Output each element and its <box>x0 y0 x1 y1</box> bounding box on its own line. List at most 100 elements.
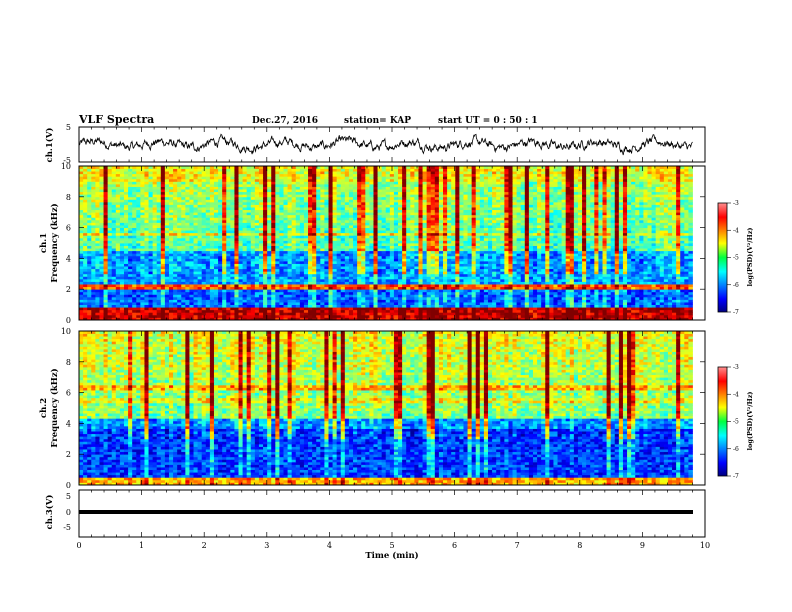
spectrogram-cell <box>594 282 598 285</box>
spectrogram-cell <box>652 287 656 290</box>
spectrogram-cell <box>341 271 345 274</box>
spectrogram-cell <box>173 297 177 300</box>
spectrogram-cell <box>292 269 296 272</box>
spectrogram-cell <box>161 289 165 292</box>
spectrogram-cell <box>492 274 496 277</box>
spectrogram-cell <box>431 276 435 279</box>
spectrogram-cell <box>263 269 267 272</box>
spectrogram-cell <box>688 315 692 318</box>
spectrogram-cell <box>198 310 202 313</box>
spectrogram-cell <box>247 305 251 308</box>
spectrogram-cell <box>373 253 377 256</box>
spectrogram-cell <box>373 235 377 238</box>
spectrogram-cell <box>120 269 124 272</box>
spectrogram-cell <box>414 248 418 251</box>
spectrogram-cell <box>132 276 136 279</box>
spectrogram-cell <box>373 294 377 297</box>
spectrogram-cell <box>562 264 566 267</box>
spectrogram-cell <box>508 261 512 264</box>
spectrogram-cell <box>357 256 361 259</box>
spectrogram-cell <box>189 246 193 249</box>
spectrogram-cell <box>508 240 512 243</box>
spectrogram-cell <box>173 243 177 246</box>
spectrogram-cell <box>603 299 607 302</box>
spectrogram-cell <box>95 284 99 287</box>
spectrogram-cell <box>680 279 684 282</box>
spectrogram-cell <box>529 251 533 254</box>
spectrogram-cell <box>230 297 234 300</box>
spectrogram-cell <box>590 243 594 246</box>
spectrogram-cell <box>619 312 623 315</box>
spectrogram-cell <box>153 251 157 254</box>
spectrogram-cell <box>104 315 108 318</box>
spectrogram-cell <box>480 302 484 305</box>
spectrogram-cell <box>304 240 308 243</box>
spectrogram-cell <box>435 307 439 310</box>
spectrogram-cell <box>108 238 112 241</box>
spectrogram-cell <box>206 299 210 302</box>
spectrogram-cell <box>328 256 332 259</box>
spectrogram-cell <box>177 294 181 297</box>
spectrogram-cell <box>296 279 300 282</box>
spectrogram-cell <box>157 246 161 249</box>
spectrogram-cell <box>140 269 144 272</box>
spectrogram-cell <box>627 305 631 308</box>
spectrogram-cell <box>451 266 455 269</box>
spectrogram-cell <box>361 235 365 238</box>
spectrogram-cell <box>500 248 504 251</box>
spectrogram-cell <box>431 299 435 302</box>
spectrogram-cell <box>230 253 234 256</box>
spectrogram-cell <box>308 312 312 315</box>
spectrogram-cell <box>210 310 214 313</box>
spectrogram-cell <box>459 282 463 285</box>
spectrogram-cell <box>153 305 157 308</box>
spectrogram-cell <box>504 256 508 259</box>
spectrogram-cell <box>619 289 623 292</box>
spectrogram-cell <box>382 274 386 277</box>
spectrogram-cell <box>153 299 157 302</box>
spectrogram-cell <box>189 274 193 277</box>
spectrogram-cell <box>288 299 292 302</box>
spectrogram-cell <box>521 261 525 264</box>
spectrogram-cell <box>353 274 357 277</box>
spectrogram-cell <box>169 269 173 272</box>
spectrogram-cell <box>243 292 247 295</box>
spectrogram-cell <box>484 243 488 246</box>
spectrogram-cell <box>124 312 128 315</box>
spectrogram-cell <box>517 282 521 285</box>
spectrogram-cell <box>533 238 537 241</box>
spectrogram-cell <box>635 315 639 318</box>
spectrogram-cell <box>525 299 529 302</box>
spectrogram-cell <box>165 256 169 259</box>
spectrogram-cell <box>279 246 283 249</box>
spectrogram-cell <box>402 246 406 249</box>
spectrogram-cell <box>169 274 173 277</box>
spectrogram-cell <box>643 251 647 254</box>
spectrogram-cell <box>185 312 189 315</box>
spectrogram-cell <box>79 310 83 313</box>
spectrogram-cell <box>586 243 590 246</box>
spectrogram-cell <box>144 282 148 285</box>
spectrogram-cell <box>316 238 320 241</box>
spectrogram-cell <box>660 276 664 279</box>
spectrogram-cell <box>251 248 255 251</box>
spectrogram-cell <box>341 269 345 272</box>
spectrogram-cell <box>455 251 459 254</box>
spectrogram-cell <box>553 264 557 267</box>
spectrogram-cell <box>688 269 692 272</box>
spectrogram-cell <box>468 307 472 310</box>
spectrogram-cell <box>447 305 451 308</box>
spectrogram-cell <box>194 297 198 300</box>
spectrogram-cell <box>566 289 570 292</box>
spectrogram-cell <box>504 287 508 290</box>
spectrogram-cell <box>144 297 148 300</box>
spectrogram-cell <box>91 289 95 292</box>
spectrogram-cell <box>480 243 484 246</box>
spectrogram-cell <box>414 302 418 305</box>
spectrogram-cell <box>459 292 463 295</box>
spectrogram-cell <box>492 282 496 285</box>
spectrogram-cell <box>324 264 328 267</box>
spectrogram-cell <box>337 240 341 243</box>
spectrogram-cell <box>652 299 656 302</box>
spectrogram-cell <box>87 269 91 272</box>
